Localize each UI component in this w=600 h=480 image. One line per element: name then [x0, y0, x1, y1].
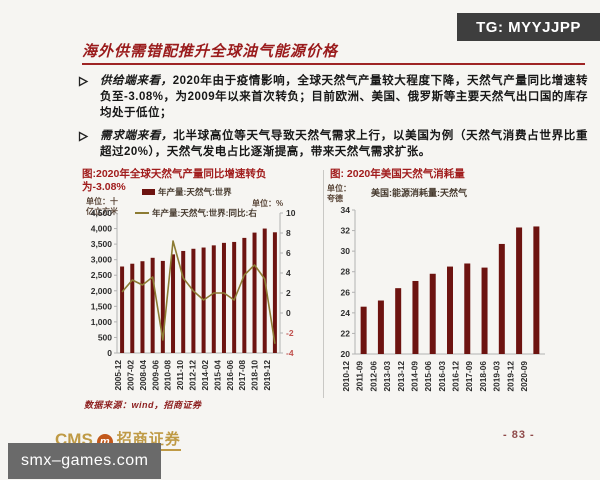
svg-text:2018-06: 2018-06 — [478, 361, 488, 392]
svg-text:2005-12: 2005-12 — [113, 360, 123, 391]
svg-text:2016-12: 2016-12 — [451, 361, 461, 392]
legend-consumption: 美国:能源消耗量:天然气 — [371, 188, 467, 198]
svg-text:2015-04: 2015-04 — [212, 360, 222, 391]
svg-text:4,000: 4,000 — [91, 224, 113, 234]
svg-text:2016-06: 2016-06 — [225, 360, 235, 391]
bullet-lead: 供给端来看， — [100, 75, 173, 87]
svg-text:1,500: 1,500 — [91, 301, 113, 311]
svg-text:2009-06: 2009-06 — [150, 360, 160, 391]
svg-text:2015-06: 2015-06 — [423, 361, 433, 392]
svg-text:26: 26 — [341, 287, 351, 297]
svg-text:2019-03: 2019-03 — [492, 361, 502, 392]
bullet-demand: 需求端来看，北半球高位等天气导致天然气需求上行，以美国为例（天然气消费占世界比重… — [76, 128, 588, 160]
svg-text:500: 500 — [98, 332, 112, 342]
right-axis-unit: 单位：% — [252, 199, 284, 208]
svg-text:2008-04: 2008-04 — [138, 360, 148, 391]
data-source-note: 数据来源：wind，招商证券 — [84, 400, 202, 410]
svg-text:34: 34 — [341, 205, 351, 215]
svg-text:3,500: 3,500 — [91, 239, 113, 249]
line-swatch-icon — [135, 212, 149, 214]
svg-text:4: 4 — [286, 268, 291, 278]
svg-text:2012-06: 2012-06 — [368, 361, 378, 392]
svg-text:2020-09: 2020-09 — [519, 361, 529, 392]
svg-text:2012-12: 2012-12 — [188, 360, 198, 391]
svg-text:2011-10: 2011-10 — [175, 360, 185, 390]
svg-text:4,500: 4,500 — [91, 208, 113, 218]
svg-text:2007-02: 2007-02 — [125, 360, 135, 391]
svg-text:3,000: 3,000 — [91, 255, 113, 265]
telegram-handle-badge: TG: MYYJJPP — [457, 13, 600, 41]
bullet-text: 2020年由于疫情影响，全球天然气产量较大程度下降，天然气产量同比增速转负至-3… — [100, 75, 588, 119]
svg-text:1,000: 1,000 — [91, 317, 113, 327]
svg-text:2,000: 2,000 — [91, 286, 113, 296]
svg-text:30: 30 — [341, 246, 351, 256]
svg-text:28: 28 — [341, 267, 351, 277]
svg-text:0: 0 — [286, 308, 291, 318]
y-axis-unit: 单位： 夸德 — [327, 184, 351, 203]
bullet-list: 供给端来看，2020年由于疫情影响，全球天然气产量较大程度下降，天然气产量同比增… — [76, 73, 588, 167]
bullet-arrow-icon — [78, 76, 89, 92]
svg-text:-4: -4 — [286, 348, 294, 358]
svg-text:8: 8 — [286, 228, 291, 238]
svg-text:2014-02: 2014-02 — [200, 360, 210, 391]
site-watermark: smx–games.com — [8, 443, 161, 479]
left-axis-unit: 单位：十 亿立方米 — [86, 197, 118, 216]
svg-text:32: 32 — [341, 226, 351, 236]
global-gas-production-chart-panel: 图:2020年全球天然气产量同比增速转负为-3.08% 年产量:天然气:世界 单… — [80, 168, 322, 403]
chart-divider — [323, 170, 324, 398]
bar-swatch-icon — [142, 189, 155, 195]
chart-title-left: 图:2020年全球天然气产量同比增速转负为-3.08% — [82, 168, 267, 194]
svg-text:22: 22 — [341, 328, 351, 338]
svg-text:6: 6 — [286, 248, 291, 258]
svg-text:2018-10: 2018-10 — [250, 360, 260, 391]
bullet-arrow-icon — [78, 131, 89, 147]
chart-title-right: 图: 2020年美国天然气消耗量 — [330, 168, 465, 180]
svg-text:2,500: 2,500 — [91, 270, 113, 280]
svg-text:-2: -2 — [286, 328, 294, 338]
global-gas-production-chart: 0 500 1,000 1,500 2,000 2,500 3,000 3,500 4,000 4… — [91, 208, 296, 391]
svg-text:0: 0 — [107, 348, 112, 358]
legend-production: 年产量:天然气:世界 — [142, 187, 232, 198]
page-title: 海外供需错配推升全球油气能源价格 — [82, 44, 339, 60]
us-gas-consumption-chart-panel: 图: 2020年美国天然气消耗量 单位： 夸德 美国:能源消耗量:天然气 20 2… — [327, 168, 567, 403]
svg-text:24: 24 — [341, 308, 351, 318]
svg-text:2010-08: 2010-08 — [163, 360, 173, 391]
bullet-supply: 供给端来看，2020年由于疫情影响，全球天然气产量较大程度下降，天然气产量同比增… — [76, 73, 588, 121]
svg-text:2019-12: 2019-12 — [262, 360, 272, 391]
svg-text:2010-12: 2010-12 — [341, 361, 351, 392]
svg-text:2013-12: 2013-12 — [396, 361, 406, 392]
svg-text:2011-09: 2011-09 — [355, 361, 365, 391]
us-gas-consumption-chart: 20 22 24 26 28 30 32 34 2010-12 2011-09 2012-06 201… — [341, 205, 545, 392]
svg-text:2016-03: 2016-03 — [437, 361, 447, 392]
svg-text:2019-12: 2019-12 — [505, 361, 515, 392]
svg-text:2013-03: 2013-03 — [382, 361, 392, 392]
bullet-lead: 需求端来看， — [100, 130, 174, 142]
legend-yoy: 年产量:天然气:世界:同比:右 — [135, 208, 267, 219]
page-number: - 83 - — [503, 429, 535, 441]
svg-text:2: 2 — [286, 288, 291, 298]
svg-text:20: 20 — [341, 349, 351, 359]
svg-text:10: 10 — [286, 208, 296, 218]
svg-text:2017-09: 2017-09 — [464, 361, 474, 392]
svg-text:2017-08: 2017-08 — [237, 360, 247, 391]
title-underline — [82, 63, 585, 65]
bullet-text: 北半球高位等天气导致天然气需求上行，以美国为例（天然气消费占世界比重超过20%）… — [100, 130, 588, 158]
svg-text:2014-09: 2014-09 — [409, 361, 419, 392]
